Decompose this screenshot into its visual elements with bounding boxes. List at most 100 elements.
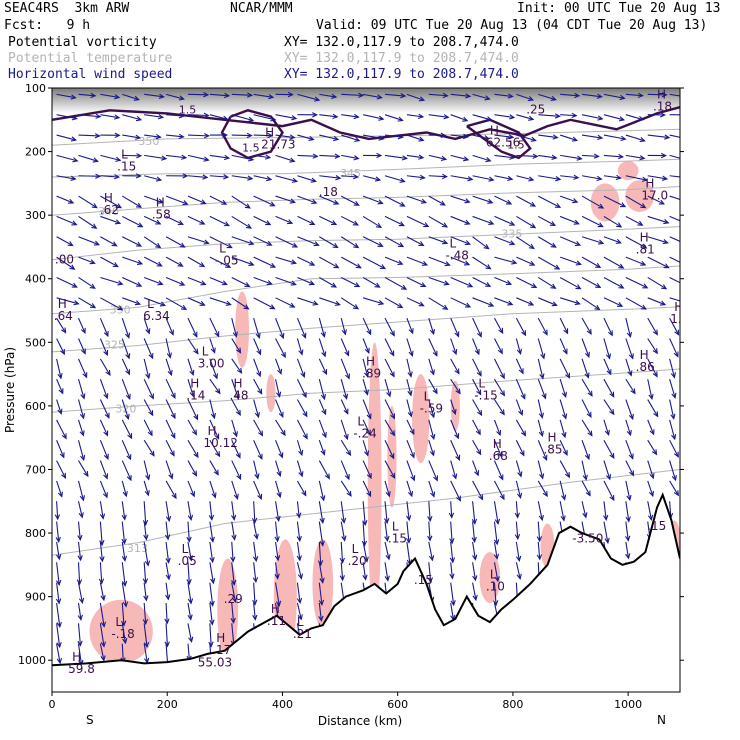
wind-vector [209, 338, 216, 353]
wind-vector-head [342, 393, 349, 400]
wind-vector [428, 93, 448, 97]
wind-vector [384, 338, 395, 356]
wind-vector [297, 93, 320, 101]
wind-vector [209, 521, 214, 542]
wind-vector-head [379, 264, 387, 270]
wind-vector [450, 215, 470, 225]
wind-vector-head [497, 348, 503, 355]
wind-vector [472, 276, 491, 287]
wind-vector [209, 195, 227, 205]
wind-vector [231, 318, 237, 337]
wind-vector-head [607, 330, 613, 337]
wind-vector-head [100, 594, 106, 602]
wind-vector [362, 562, 367, 580]
wind-vector-head [598, 239, 605, 245]
wind-vector [494, 134, 514, 138]
wind-vector-head [269, 201, 276, 207]
wind-vector [472, 541, 476, 560]
wind-vector [297, 276, 315, 285]
wind-vector [143, 236, 161, 248]
wind-vector [450, 480, 461, 501]
wind-vector [187, 154, 209, 161]
wind-vector-head [390, 413, 396, 420]
wind-vector-head [266, 280, 273, 286]
wind-vector [121, 643, 124, 663]
wind-vector [603, 521, 609, 543]
wind-vector-head [397, 303, 404, 309]
wind-vector [428, 378, 438, 394]
wind-vector [581, 501, 587, 518]
wind-vector-head [202, 174, 209, 180]
wind-vector-head [274, 555, 281, 562]
wind-vector-head [117, 280, 124, 286]
wind-vector [100, 195, 122, 209]
wind-vector-head [290, 259, 297, 265]
wind-vector [165, 521, 169, 540]
wind-vector-head [659, 112, 667, 118]
wind-vector [143, 419, 153, 436]
wind-vector [187, 297, 205, 306]
wind-vector [99, 562, 103, 584]
wind-vector-head [289, 134, 296, 140]
wind-vector [625, 134, 645, 142]
pv-extremum-type: L [147, 297, 154, 311]
wind-vector [275, 358, 282, 374]
wind-vector [143, 256, 162, 267]
wind-vector-head [552, 134, 559, 140]
wind-vector [493, 562, 499, 582]
wind-vector [537, 399, 543, 418]
wind-vector-head [640, 203, 647, 209]
wind-vector [494, 256, 517, 264]
wind-vector [625, 501, 630, 522]
wind-vector [625, 195, 646, 209]
wind-vector-head [585, 490, 591, 497]
wind-vector [231, 338, 241, 353]
wind-vector [647, 236, 668, 244]
wind-vector [494, 378, 505, 396]
pv-extremum-value: .25 [526, 102, 545, 116]
wind-vector-head [156, 261, 163, 267]
wind-vector [166, 154, 187, 159]
wind-vector [253, 541, 257, 562]
wind-vector-head [103, 430, 109, 437]
wind-vector-head [451, 408, 457, 416]
wind-vector [296, 440, 303, 456]
wind-vector [428, 338, 438, 356]
pv-extremum-type: H [72, 650, 81, 664]
wind-vector [384, 379, 391, 397]
wind-vector-head [615, 174, 622, 181]
wind-vector [450, 501, 453, 518]
wind-vector [253, 602, 256, 620]
wind-vector-head [420, 282, 427, 288]
wind-vector-head [528, 243, 535, 250]
wind-vector-head [225, 262, 232, 268]
wind-vector [603, 358, 612, 375]
wind-vector-head [330, 282, 337, 288]
wind-vector-head [389, 371, 395, 378]
wind-vector [450, 440, 460, 461]
wind-vector [100, 236, 117, 247]
wind-vector [450, 154, 469, 161]
wind-vector-head [178, 95, 186, 101]
wind-vector-head [651, 449, 658, 456]
wind-vector [472, 521, 476, 542]
wind-vector-head [199, 219, 206, 225]
wind-vector [516, 236, 535, 249]
wind-vector-head [538, 514, 544, 522]
wind-vector [78, 297, 96, 309]
pv-extremum-value: .11 [267, 614, 286, 628]
wind-vector-head [467, 282, 474, 288]
wind-vector-head [213, 469, 219, 476]
wind-vector-head [69, 264, 76, 270]
wind-vector [516, 215, 536, 229]
y-tick-label: 500 [25, 336, 46, 349]
wind-vector-head [538, 430, 544, 438]
wind-vector-head [400, 93, 407, 99]
wind-vector-head [542, 454, 548, 461]
wind-vector-head [483, 243, 490, 250]
wind-vector [362, 175, 381, 181]
wind-vector [318, 358, 327, 375]
wind-vector-head [133, 95, 140, 101]
wind-vector [406, 521, 410, 543]
wind-vector-head [301, 490, 307, 497]
